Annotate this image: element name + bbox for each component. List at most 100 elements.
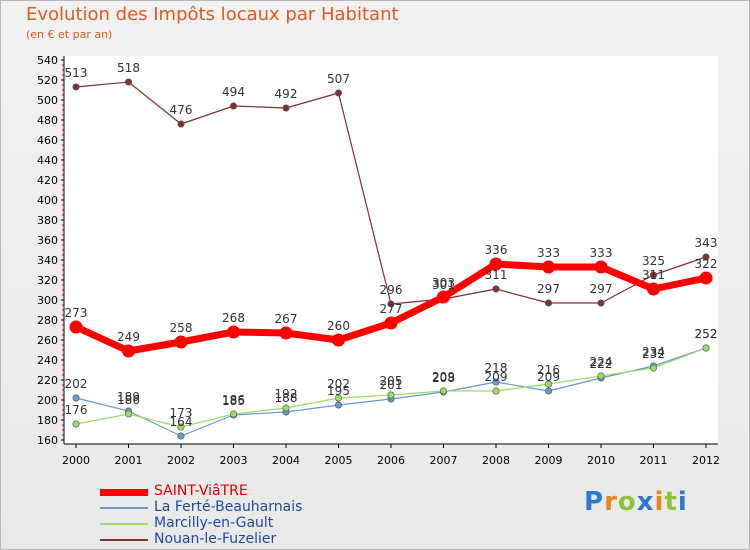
data-label: 252 — [695, 327, 718, 341]
data-label: 333 — [590, 246, 613, 260]
legend-label: SAINT-ViâTRE — [154, 483, 248, 499]
logo-letter: i — [654, 487, 665, 517]
data-point — [492, 387, 500, 395]
y-tick-label: 280 — [37, 314, 58, 327]
data-point — [702, 253, 710, 261]
logo-letter: t — [664, 487, 678, 517]
logo-letter: i — [677, 487, 688, 517]
data-label: 192 — [275, 387, 298, 401]
data-label: 202 — [327, 377, 350, 391]
x-tick-label: 2009 — [535, 454, 563, 467]
data-label: 234 — [642, 345, 665, 359]
data-label: 297 — [537, 282, 560, 296]
data-point — [125, 78, 133, 86]
logo-letter: r — [604, 487, 618, 517]
data-label: 258 — [170, 321, 193, 335]
legend-swatch — [100, 539, 148, 541]
data-point — [230, 102, 238, 110]
data-point — [437, 290, 450, 304]
data-point — [492, 378, 500, 386]
y-tick-label: 260 — [37, 334, 58, 347]
data-label: 186 — [222, 393, 245, 407]
proxiti-logo: Proxiti — [584, 487, 688, 517]
data-point — [230, 410, 238, 418]
data-point — [702, 344, 710, 352]
chart-title: Evolution des Impôts locaux par Habitant — [26, 4, 399, 25]
data-point — [177, 423, 185, 431]
data-label: 260 — [327, 319, 350, 333]
data-point — [72, 83, 80, 91]
data-point — [122, 344, 135, 358]
data-label: 476 — [170, 103, 193, 117]
logo-letter: o — [617, 487, 637, 517]
data-point — [387, 300, 395, 308]
data-point — [544, 299, 552, 307]
data-point — [282, 404, 290, 412]
data-point — [597, 299, 605, 307]
x-tick-label: 2001 — [115, 454, 143, 467]
data-label: 209 — [432, 370, 455, 384]
data-label: 296 — [380, 283, 403, 297]
data-label: 252 — [695, 327, 718, 341]
data-label: 164 — [170, 415, 193, 429]
data-label: 343 — [695, 236, 718, 250]
plot-area — [64, 56, 718, 444]
data-point — [227, 325, 240, 339]
data-label: 202 — [65, 377, 88, 391]
x-tick-label: 2011 — [640, 454, 668, 467]
data-point — [542, 260, 555, 274]
data-label: 333 — [537, 246, 560, 260]
y-tick-label: 240 — [37, 354, 58, 367]
data-point — [439, 387, 447, 395]
y-tick-label: 180 — [37, 414, 58, 427]
data-label: 176 — [65, 403, 88, 417]
y-tick-label: 220 — [37, 374, 58, 387]
data-label: 325 — [642, 254, 665, 268]
data-point — [334, 401, 342, 409]
data-point — [279, 326, 293, 340]
data-point — [174, 335, 188, 349]
y-tick-label: 360 — [37, 234, 58, 247]
data-point — [384, 316, 398, 330]
data-label: 322 — [695, 257, 718, 271]
data-point — [177, 120, 185, 128]
y-tick-label: 500 — [37, 94, 58, 107]
x-tick-label: 2012 — [692, 454, 720, 467]
data-label: 301 — [432, 278, 455, 292]
data-label: 311 — [642, 268, 665, 282]
data-label: 492 — [275, 87, 298, 101]
data-label: 303 — [432, 276, 455, 290]
y-tick-label: 520 — [37, 74, 58, 87]
logo-letter: x — [636, 487, 655, 517]
data-label: 311 — [485, 268, 508, 282]
data-label: 205 — [380, 374, 403, 388]
y-tick-label: 420 — [37, 174, 58, 187]
data-point — [489, 257, 503, 271]
y-tick-label: 380 — [37, 214, 58, 227]
data-label: 224 — [590, 355, 613, 369]
data-label: 267 — [275, 312, 298, 326]
data-label: 188 — [275, 391, 298, 405]
data-label: 249 — [117, 330, 140, 344]
x-tick-label: 2010 — [587, 454, 615, 467]
data-label: 336 — [485, 243, 508, 257]
data-label: 273 — [65, 306, 88, 320]
data-label: 513 — [65, 66, 88, 80]
y-tick-label: 320 — [37, 274, 58, 287]
data-label: 216 — [537, 363, 560, 377]
data-point — [649, 364, 657, 372]
chart-legend: SAINT-ViâTRE La Ferté-Beauharnais Marcilly… — [100, 483, 360, 548]
data-point — [72, 394, 80, 402]
data-point — [594, 260, 608, 274]
legend-item: Nouan-le-Fuzelier — [100, 531, 360, 548]
data-label: 209 — [485, 370, 508, 384]
x-tick-label: 2006 — [377, 454, 405, 467]
data-label: 208 — [432, 371, 455, 385]
y-tick-label: 340 — [37, 254, 58, 267]
data-label: 222 — [590, 357, 613, 371]
data-point — [544, 380, 552, 388]
data-point — [282, 104, 290, 112]
data-point — [387, 391, 395, 399]
data-point — [544, 387, 552, 395]
